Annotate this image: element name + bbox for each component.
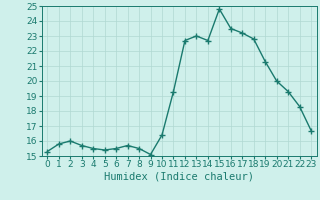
X-axis label: Humidex (Indice chaleur): Humidex (Indice chaleur) bbox=[104, 172, 254, 182]
